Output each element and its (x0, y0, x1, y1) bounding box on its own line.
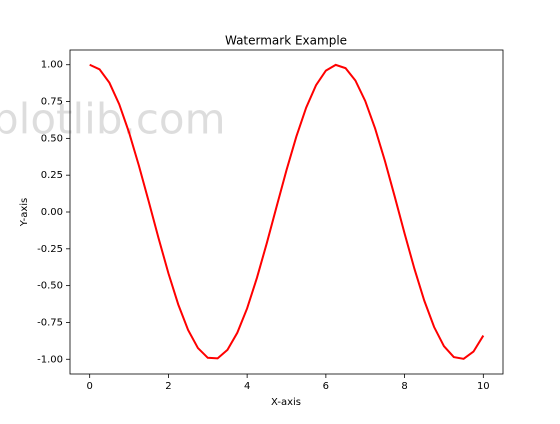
y-tick-label: 1.00 (41, 60, 63, 71)
x-tick-label: 10 (477, 381, 490, 392)
y-tick-label: -0.25 (37, 244, 63, 255)
x-tick-label: 2 (165, 381, 171, 392)
y-axis-label: Y-axis (19, 198, 30, 228)
y-tick-label: -0.50 (37, 281, 63, 292)
x-tick-label: 0 (86, 381, 92, 392)
y-tick-label: 0.50 (41, 133, 63, 144)
x-tick-label: 6 (323, 381, 329, 392)
x-tick-label: 4 (244, 381, 250, 392)
y-tick-label: 0.25 (41, 170, 63, 181)
y-tick-label: 0.75 (41, 97, 63, 108)
x-tick-label: 8 (401, 381, 407, 392)
watermark: plotlib.com (0, 95, 226, 144)
chart-title: Watermark Example (225, 34, 347, 48)
x-axis-label: X-axis (271, 397, 301, 408)
y-tick-label: 0.00 (41, 207, 63, 218)
y-tick-label: -0.75 (37, 317, 63, 328)
y-tick-label: -1.00 (37, 354, 63, 365)
line (89, 63, 485, 360)
